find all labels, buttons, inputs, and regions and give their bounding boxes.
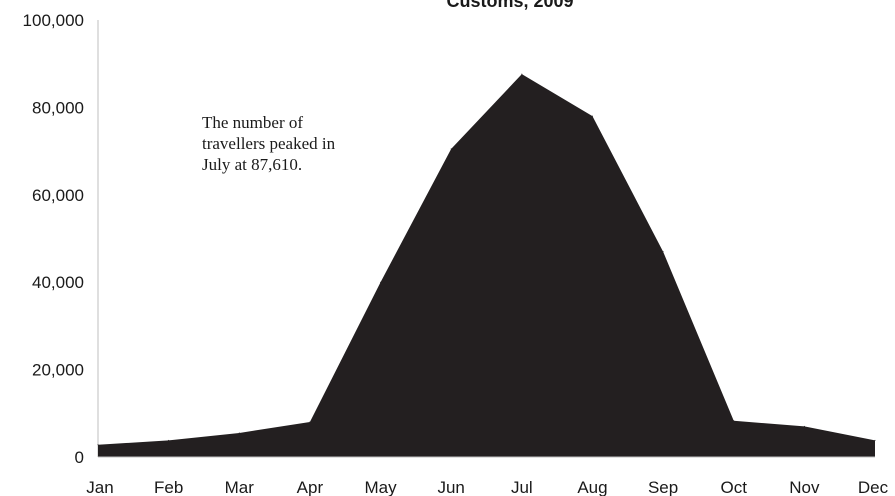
data-point <box>874 439 876 441</box>
y-tick-label: 0 <box>75 448 84 467</box>
y-tick-label: 60,000 <box>32 186 84 205</box>
annotation-line-2: travellers peaked in <box>202 134 336 153</box>
x-tick-label: Aug <box>577 478 607 496</box>
x-axis: Jan Feb Mar Apr May Jun Jul Aug Sep Oct Nov Dec <box>86 478 888 496</box>
data-point <box>521 73 523 75</box>
data-point <box>168 439 170 441</box>
x-tick-label: May <box>364 478 397 496</box>
x-tick-label: Nov <box>789 478 820 496</box>
series-area <box>98 74 875 458</box>
data-point <box>803 425 805 427</box>
x-tick-label: Dec <box>858 478 889 496</box>
data-point <box>309 421 311 423</box>
y-tick-label: 40,000 <box>32 273 84 292</box>
y-tick-label: 100,000 <box>23 11 84 30</box>
chart-title: Customs, 2009 <box>446 0 573 11</box>
x-tick-label: Sep <box>648 478 678 496</box>
annotation-line-3: July at 87,610. <box>202 155 303 174</box>
annotation-line-1: The number of <box>202 113 304 132</box>
x-tick-label: Mar <box>225 478 255 496</box>
y-tick-label: 80,000 <box>32 98 84 117</box>
x-tick-label: Jun <box>437 478 464 496</box>
y-axis: 0 20,000 40,000 60,000 80,000 100,000 <box>23 11 99 467</box>
plot-area <box>97 73 876 458</box>
data-point <box>450 148 452 150</box>
data-point <box>380 281 382 283</box>
data-point <box>238 432 240 434</box>
x-tick-label: Jan <box>86 478 113 496</box>
peak-annotation: The number of travellers peaked in July … <box>202 112 392 175</box>
x-tick-label: Feb <box>154 478 183 496</box>
x-tick-label: Apr <box>297 478 324 496</box>
x-tick-label: Jul <box>511 478 533 496</box>
data-point <box>591 115 593 117</box>
data-point <box>662 251 664 253</box>
y-tick-label: 20,000 <box>32 361 84 380</box>
data-point <box>97 444 99 446</box>
x-tick-label: Oct <box>721 478 748 496</box>
data-point <box>733 420 735 422</box>
